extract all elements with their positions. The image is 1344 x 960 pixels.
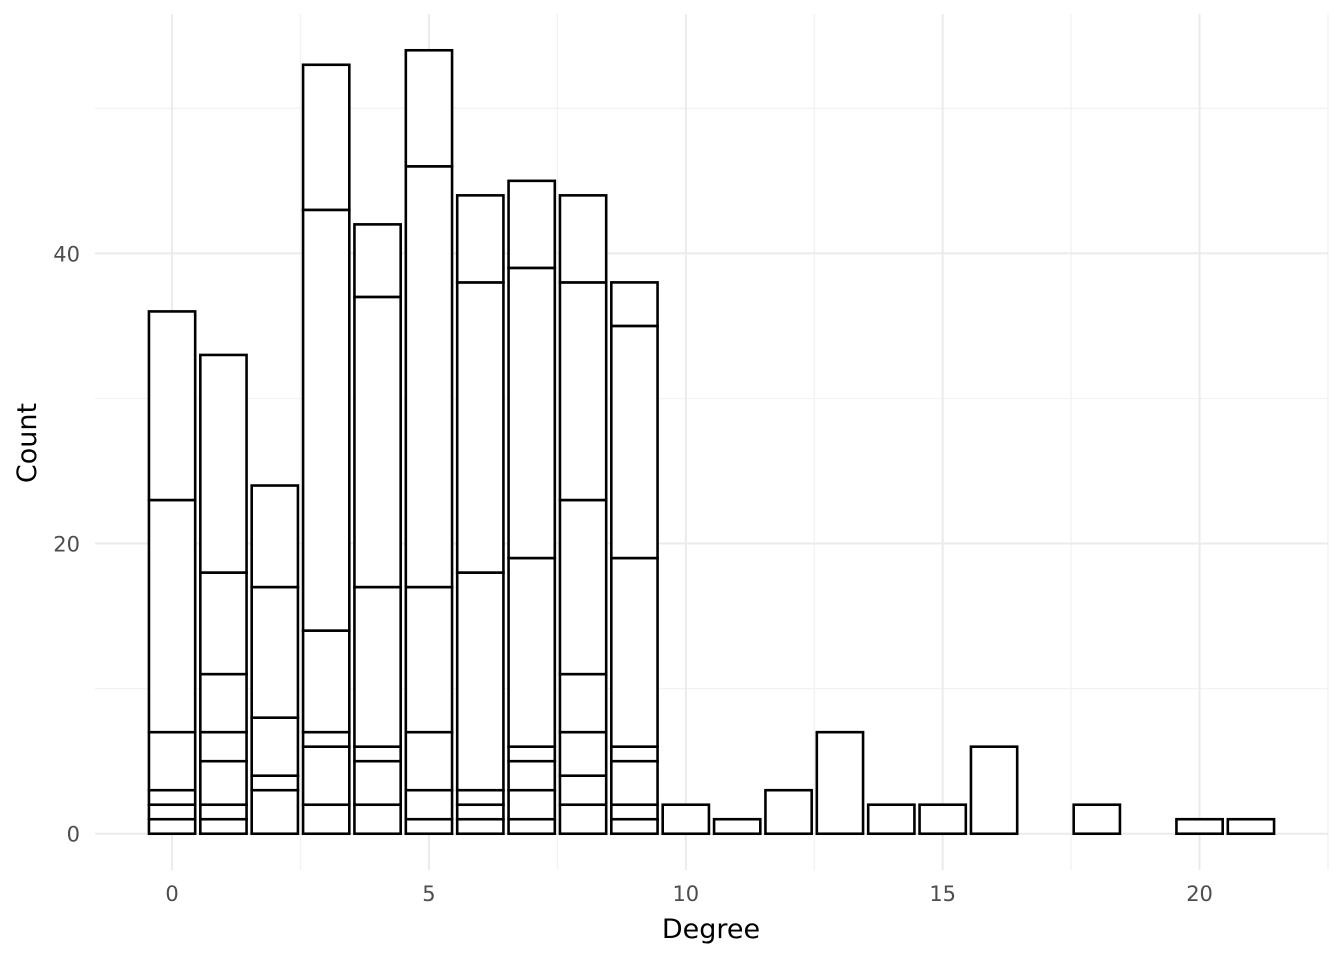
bars [147, 48, 1276, 836]
bar-segment [199, 571, 248, 676]
tick-labels: 0 5 10 15 20 0 20 40 [53, 242, 1213, 906]
bar-segment [404, 585, 454, 734]
x-tick-label: 20 [1186, 882, 1213, 906]
bar-segment [712, 817, 762, 836]
bar-segment [147, 498, 197, 734]
bar-segment [558, 498, 608, 676]
bar-segment [404, 165, 454, 589]
bar-segment [301, 629, 351, 734]
bar-segment [199, 353, 248, 574]
bar-segment [610, 759, 659, 807]
bar-segment [353, 803, 402, 836]
bar-segment [507, 745, 557, 763]
bar-segment [610, 556, 659, 748]
bar-segment [1175, 817, 1224, 836]
bar-segment [301, 730, 351, 748]
bar-segment [301, 63, 351, 212]
bar-segment [199, 803, 248, 821]
bar-segment [558, 281, 608, 502]
y-tick-label: 0 [67, 823, 80, 847]
y-tick-label: 40 [53, 242, 80, 266]
bar-segment [507, 556, 557, 748]
y-tick-label: 20 [53, 533, 80, 557]
bar-segment [353, 295, 402, 589]
bar-segment [199, 672, 248, 734]
y-axis-title: Count [12, 403, 43, 483]
bar-segment [558, 774, 608, 807]
bar-segment [455, 194, 505, 284]
x-tick-label: 0 [165, 882, 178, 906]
x-axis-title: Degree [662, 914, 760, 945]
bar-segment [455, 788, 505, 807]
bar-segment [404, 730, 454, 792]
bar-segment [455, 803, 505, 821]
bar-segment [918, 803, 968, 836]
bar-segment [199, 730, 248, 763]
bar-segment [866, 803, 916, 836]
bar-segment [199, 759, 248, 807]
bar-segment [301, 803, 351, 836]
bar-segment [507, 266, 557, 560]
bar-segment [1226, 817, 1276, 836]
bar-segment [250, 788, 300, 836]
bar-segment [301, 745, 351, 807]
bar-segment [147, 803, 197, 821]
bar-segment [610, 803, 659, 821]
bar-segment [969, 745, 1019, 836]
bar-segment [250, 484, 300, 589]
x-tick-label: 15 [929, 882, 956, 906]
bar-segment [301, 208, 351, 632]
bar-segment [455, 817, 505, 836]
bar-segment [353, 223, 402, 299]
bar-segment [558, 803, 608, 836]
bar-segment [610, 324, 659, 560]
bar-segment [764, 788, 813, 836]
bar-segment [610, 281, 659, 328]
bar-segment [558, 194, 608, 284]
bar-segment [404, 788, 454, 821]
bar-segment [507, 817, 557, 836]
bar-segment [199, 817, 248, 836]
bar-segment [404, 817, 454, 836]
bar-segment [404, 48, 454, 168]
bar-segment [250, 716, 300, 777]
bar-segment [147, 817, 197, 836]
bar-segment [147, 788, 197, 807]
bar-segment [147, 310, 197, 502]
bar-segment [507, 179, 557, 270]
x-tick-label: 10 [672, 882, 699, 906]
x-tick-label: 5 [422, 882, 435, 906]
bar-segment [558, 730, 608, 777]
bar-segment [558, 672, 608, 734]
bar-segment [507, 759, 557, 792]
bar-segment [610, 745, 659, 763]
bar-segment [250, 585, 300, 719]
grid-lines [95, 14, 1329, 870]
bar-segment [815, 730, 865, 836]
bar-segment [250, 774, 300, 792]
bar-segment [353, 759, 402, 807]
bar-segment [661, 803, 711, 836]
bar-segment [455, 281, 505, 574]
bar-segment [455, 571, 505, 792]
bar-segment [353, 745, 402, 763]
bar-segment [610, 817, 659, 836]
bar-segment [147, 730, 197, 792]
bar-segment [507, 788, 557, 821]
bar-segment [353, 585, 402, 748]
bar-segment [1072, 803, 1122, 836]
